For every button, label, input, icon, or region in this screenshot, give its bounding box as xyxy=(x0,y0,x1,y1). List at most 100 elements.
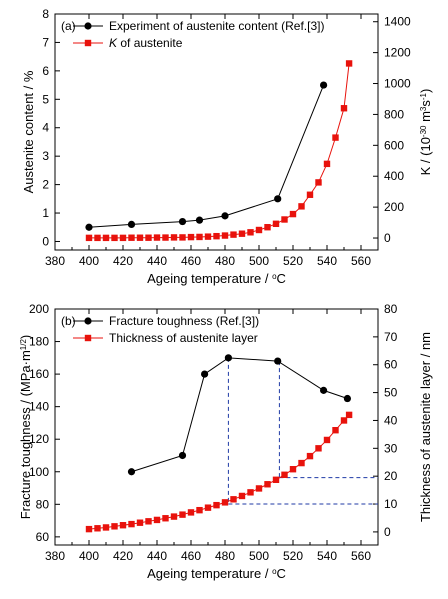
y2-tick-label: 600 xyxy=(384,138,404,152)
legend-marker-1 xyxy=(84,334,92,342)
data-point-1 xyxy=(102,524,110,531)
y-axis-label-main: Fracture toughness / (MPa·m xyxy=(18,350,33,519)
y2-tick-label: 80 xyxy=(384,302,398,316)
y2-tick-label: 30 xyxy=(384,441,398,455)
y-axis-label-exp: 1/2 xyxy=(19,339,28,351)
x-tick-label: 440 xyxy=(147,549,167,563)
x-tick-label: 560 xyxy=(351,549,371,563)
series-line-0 xyxy=(131,357,348,473)
data-point-1 xyxy=(119,522,127,529)
x-tick-label: 540 xyxy=(317,254,337,268)
data-point-0 xyxy=(201,370,209,378)
chart-panel-a: 380 400 420 440 460 480 500 520 540 5600123456780… xyxy=(21,7,433,286)
x-axis-label-unit: C xyxy=(277,566,286,581)
data-point-1 xyxy=(255,485,263,492)
x-tick-label: 460 xyxy=(181,549,201,563)
data-point-1 xyxy=(221,499,229,506)
y-tick-label: 120 xyxy=(29,432,49,446)
data-point-1 xyxy=(281,216,288,223)
data-point-1 xyxy=(85,234,93,242)
x-tick-label: 420 xyxy=(113,254,133,268)
panel-label: (b) xyxy=(61,314,76,328)
data-point-1 xyxy=(145,518,152,525)
y2-tick-label: 50 xyxy=(384,386,398,400)
plot-frame xyxy=(54,13,379,251)
y-tick-label: 200 xyxy=(29,302,49,316)
x-axis-label: Ageing temperature / oC xyxy=(147,566,286,581)
data-point-1 xyxy=(187,233,195,241)
y-tick-label: 8 xyxy=(42,7,49,21)
x-tick-label: 540 xyxy=(317,549,337,563)
data-point-0 xyxy=(274,195,282,203)
data-point-1 xyxy=(323,436,331,444)
data-point-1 xyxy=(289,210,297,218)
y-tick-label: 3 xyxy=(42,149,49,163)
y-tick-label: 5 xyxy=(42,92,49,106)
data-point-0 xyxy=(127,468,136,476)
legend-entry-1: K of austenite xyxy=(109,36,183,50)
x-tick-label: 560 xyxy=(351,254,371,268)
legend-entry-text: Experiment of austenite content (Ref.[3]… xyxy=(109,19,324,33)
y2-tick-label: 1400 xyxy=(384,15,411,29)
data-point-1 xyxy=(247,229,254,236)
data-point-1 xyxy=(221,232,229,239)
y-tick-label: 100 xyxy=(29,465,49,479)
x-tick-label: 420 xyxy=(113,549,133,563)
legend-entry-italic: K xyxy=(109,36,118,50)
data-point-0 xyxy=(224,354,232,362)
y-axis-label-b: Fracture toughness / (MPa·m1/2) xyxy=(18,335,33,520)
x-tick-label: 400 xyxy=(79,549,99,563)
data-point-1 xyxy=(345,411,353,419)
x-tick-label: 520 xyxy=(283,254,303,268)
data-point-1 xyxy=(136,519,144,526)
chart-panel-b: 380 400 420 440 460 480 500 520 540 5606080100120… xyxy=(18,302,433,581)
y-tick-label: 160 xyxy=(29,367,49,381)
data-point-0 xyxy=(127,220,136,229)
data-point-1 xyxy=(264,224,271,231)
y2-axis-label-s: s xyxy=(418,100,433,107)
data-point-1 xyxy=(102,234,110,242)
y2-axis-label-a: K / (10-30 m3s-1) xyxy=(418,89,433,176)
data-point-1 xyxy=(136,234,144,241)
y-axis-label-end: ) xyxy=(18,335,33,339)
x-tick-label: 520 xyxy=(283,549,303,563)
data-point-1 xyxy=(128,520,135,528)
legend-entry-text: Fracture toughness (Ref.[3]) xyxy=(109,314,259,328)
series-line-0 xyxy=(88,84,325,228)
y2-axis-label-main: K / (10 xyxy=(418,137,433,175)
x-tick-label: 440 xyxy=(147,254,167,268)
x-tick-label: 400 xyxy=(79,254,99,268)
x-tick-label: 380 xyxy=(45,549,65,563)
data-point-1 xyxy=(306,452,314,460)
data-point-0 xyxy=(343,394,351,403)
legend-marker-1 xyxy=(84,39,92,47)
data-point-1 xyxy=(272,220,280,228)
y-tick-label: 7 xyxy=(42,35,49,49)
y-tick-label: 6 xyxy=(42,64,49,78)
data-point-0 xyxy=(178,217,187,226)
data-point-1 xyxy=(179,234,186,241)
y-tick-label: 60 xyxy=(36,530,50,544)
data-point-1 xyxy=(238,230,246,237)
data-point-1 xyxy=(119,234,127,242)
data-point-1 xyxy=(94,234,101,242)
data-point-1 xyxy=(187,509,195,516)
y-tick-label: 80 xyxy=(36,497,50,511)
x-tick-label: 480 xyxy=(215,254,235,268)
y2-tick-label: 40 xyxy=(384,413,398,427)
degree-sign: o xyxy=(272,272,277,281)
data-point-1 xyxy=(298,203,305,210)
data-point-1 xyxy=(213,501,220,509)
x-tick-label: 480 xyxy=(215,549,235,563)
data-point-1 xyxy=(153,516,161,524)
data-point-1 xyxy=(323,160,331,168)
y2-tick-label: 20 xyxy=(384,469,398,483)
data-point-1 xyxy=(298,459,305,467)
data-point-1 xyxy=(315,445,322,452)
y2-axis-label-exp2: 3 xyxy=(419,106,428,111)
data-point-1 xyxy=(196,506,203,514)
plot-frame xyxy=(54,308,379,546)
data-point-1 xyxy=(340,105,348,112)
y2-axis-label-b: Thickness of austenite layer / nm xyxy=(418,332,433,522)
